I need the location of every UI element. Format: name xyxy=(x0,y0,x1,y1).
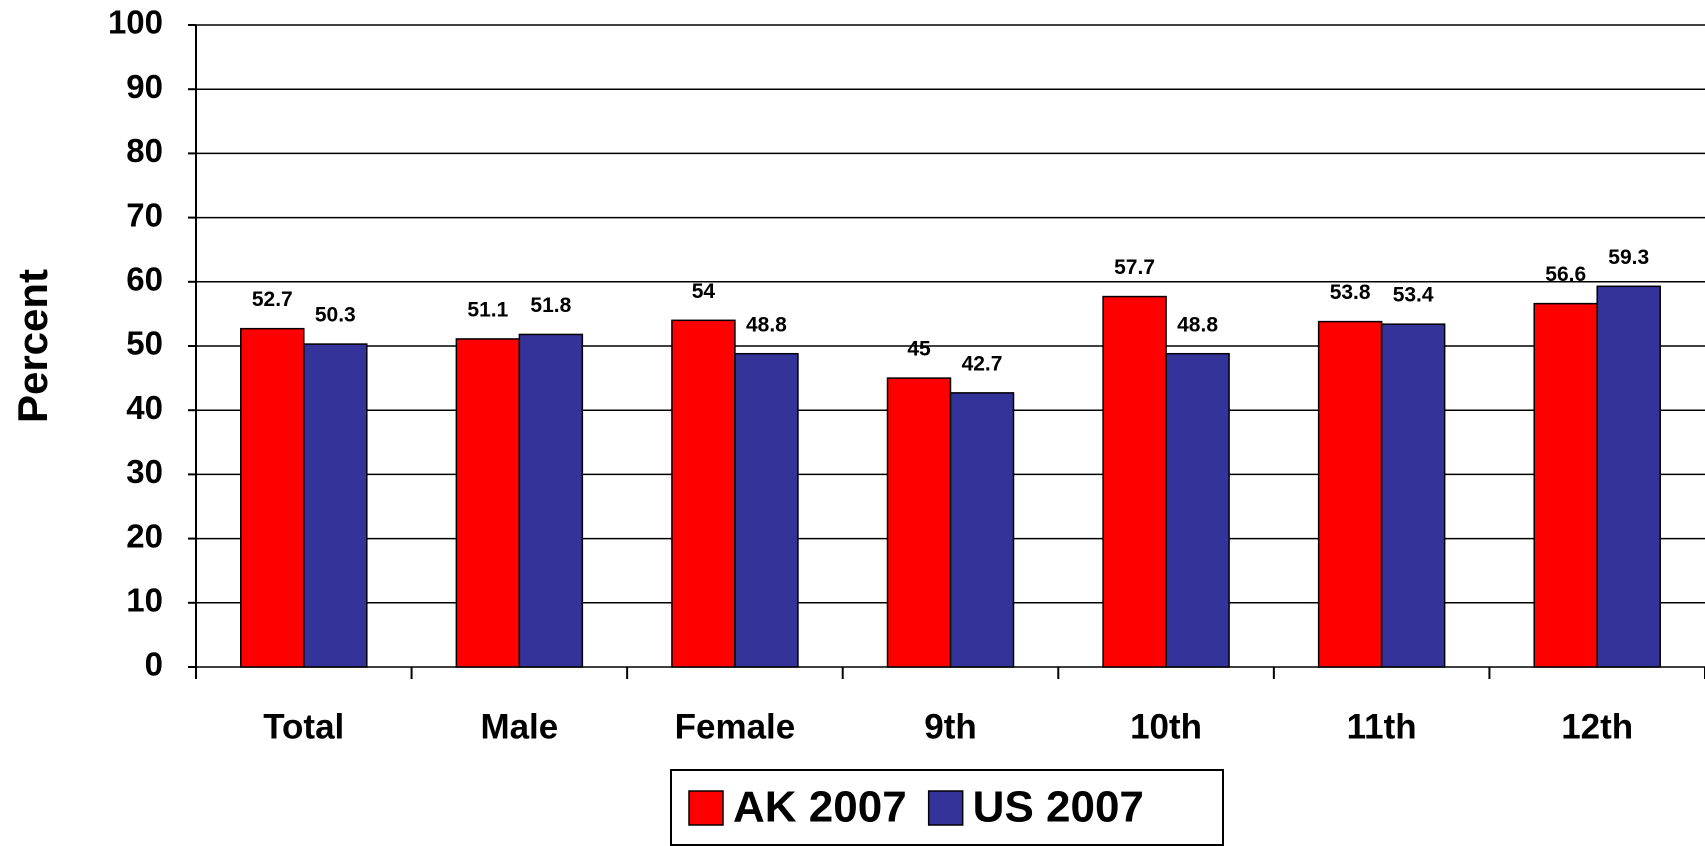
bar xyxy=(1533,302,1598,668)
y-tick-label: 90 xyxy=(126,68,163,105)
bar xyxy=(1596,285,1661,668)
x-tick-label: Male xyxy=(480,707,558,746)
bar xyxy=(1102,295,1167,668)
legend-label: AK 2007 xyxy=(733,783,907,832)
value-label: 48.8 xyxy=(1177,313,1218,336)
value-label: 53.8 xyxy=(1330,281,1371,304)
value-label: 51.8 xyxy=(530,294,571,317)
bar xyxy=(949,392,1015,668)
legend-label: US 2007 xyxy=(973,783,1144,832)
bar xyxy=(671,319,736,668)
bar xyxy=(886,377,952,668)
bar xyxy=(240,327,305,668)
y-tick-label: 20 xyxy=(126,517,163,554)
y-tick-label: 10 xyxy=(126,582,163,619)
value-label: 54 xyxy=(692,280,716,303)
bar xyxy=(1317,320,1383,668)
value-label: 51.1 xyxy=(467,298,508,321)
y-tick-label: 50 xyxy=(126,325,163,362)
x-tick-label: Total xyxy=(263,707,344,746)
legend-swatch xyxy=(927,790,964,826)
value-label: 57.7 xyxy=(1114,256,1155,279)
value-label: 50.3 xyxy=(315,304,356,327)
value-label: 48.8 xyxy=(746,313,787,336)
value-label: 59.3 xyxy=(1608,246,1649,269)
bar xyxy=(303,343,368,668)
value-label: 53.4 xyxy=(1393,284,1434,307)
bar xyxy=(1165,352,1230,668)
y-tick-label: 100 xyxy=(108,4,163,41)
y-tick-label: 70 xyxy=(126,196,163,233)
y-tick-label: 80 xyxy=(126,132,163,169)
bar xyxy=(518,333,584,668)
x-tick-label: 9th xyxy=(924,707,977,746)
value-label: 52.7 xyxy=(252,288,293,311)
x-tick-label: 11th xyxy=(1347,707,1417,746)
x-tick-label: 12th xyxy=(1561,707,1633,746)
y-tick-label: 60 xyxy=(126,261,163,298)
value-label: 42.7 xyxy=(962,352,1003,375)
bar xyxy=(455,338,521,668)
y-axis-title: Percent xyxy=(9,269,56,423)
y-tick-label: 30 xyxy=(126,453,163,490)
bar xyxy=(1380,323,1446,668)
legend-swatch xyxy=(688,790,724,826)
value-label: 56.6 xyxy=(1545,263,1586,286)
y-tick-label: 0 xyxy=(145,646,163,683)
bar xyxy=(734,352,799,668)
x-tick-label: 10th xyxy=(1130,707,1202,746)
x-tick-label: Female xyxy=(675,707,796,746)
y-tick-label: 40 xyxy=(126,389,163,426)
value-label: 45 xyxy=(907,338,931,361)
